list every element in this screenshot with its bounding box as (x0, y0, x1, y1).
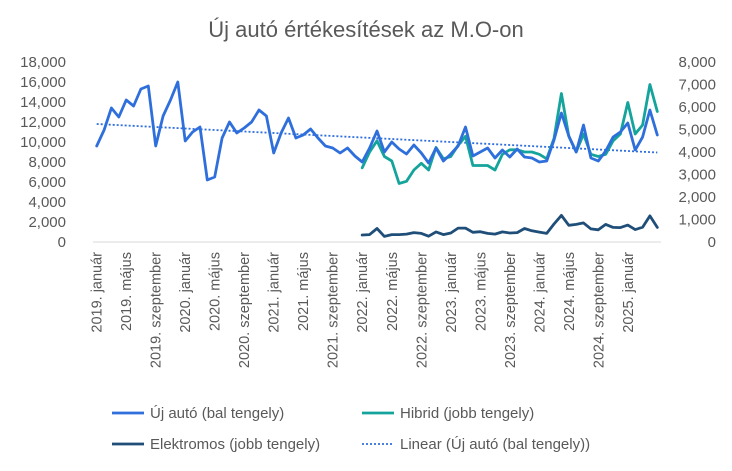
x-tick-label: 2021. január (267, 252, 283, 333)
x-tick-label: 2020. május (208, 252, 224, 331)
y-right-tick-label: 2,000 (678, 189, 716, 206)
x-tick-label: 2021. május (296, 252, 312, 331)
y-left-tick-label: 8,000 (28, 154, 66, 171)
series-line-uj-auto (95, 80, 659, 182)
y-right-tick-label: 8,000 (678, 54, 716, 71)
y-left-tick-label: 16,000 (20, 74, 66, 91)
x-tick-label: 2021. szeptember (326, 252, 342, 368)
x-tick-label: 2019. május (119, 252, 135, 331)
y-right-tick-label: 1,000 (678, 212, 716, 229)
x-tick-label: 2025. január (621, 252, 637, 333)
legend-item-uj-auto-label: Új autó (bal tengely) (150, 405, 284, 422)
y-right-tick-label: 4,000 (678, 144, 716, 161)
legend-item-linear-label: Linear (Új autó (bal tengely)) (400, 436, 590, 453)
x-tick-label: 2020. szeptember (237, 252, 253, 368)
x-tick-label: 2019. január (90, 252, 106, 333)
x-tick-label: 2023. január (444, 252, 460, 333)
y-left-tick-label: 18,000 (20, 54, 66, 71)
x-tick-label: 2023. szeptember (503, 252, 519, 368)
legend: Új autó (bal tengely) Hibrid (jobb tengel… (112, 405, 590, 453)
series-line-hibrid (360, 83, 659, 185)
series-line-elektromos (360, 213, 659, 238)
x-tick-label: 2019. szeptember (149, 252, 165, 368)
plot-area (95, 80, 659, 238)
y-left-tick-label: 6,000 (28, 174, 66, 191)
x-tick-label: 2022. január (355, 252, 371, 333)
x-tick-label: 2024. szeptember (591, 252, 607, 368)
x-tick-label: 2024. május (562, 252, 578, 331)
x-tick-label: 2020. január (178, 252, 194, 333)
chart-title: Új autó értékesítések az M.O-on (208, 17, 523, 42)
y-left-tick-label: 0 (58, 234, 66, 251)
x-tick-label: 2023. május (473, 252, 489, 331)
x-tick-label: 2022. szeptember (414, 252, 430, 368)
y-left-tick-label: 10,000 (20, 134, 66, 151)
y-right-tick-label: 3,000 (678, 167, 716, 184)
y-right-tick-label: 7,000 (678, 77, 716, 94)
legend-item-elektromos-label: Elektromos (jobb tengely) (150, 436, 320, 453)
y-left-tick-label: 14,000 (20, 94, 66, 111)
legend-item-hibrid-label: Hibrid (jobb tengely) (400, 405, 534, 422)
x-tick-label: 2024. január (532, 252, 548, 333)
y-right-tick-label: 0 (708, 234, 716, 251)
y-left-tick-label: 4,000 (28, 194, 66, 211)
y-right-tick-label: 6,000 (678, 99, 716, 116)
y-left-tick-label: 12,000 (20, 114, 66, 131)
axes: 0 2,000 4,000 6,000 8,000 10,000 12,000 14,000 1… (20, 54, 716, 368)
x-tick-label: 2022. május (385, 252, 401, 331)
y-right-tick-label: 5,000 (678, 122, 716, 139)
trendline (96, 123, 658, 154)
y-left-tick-label: 2,000 (28, 214, 66, 231)
